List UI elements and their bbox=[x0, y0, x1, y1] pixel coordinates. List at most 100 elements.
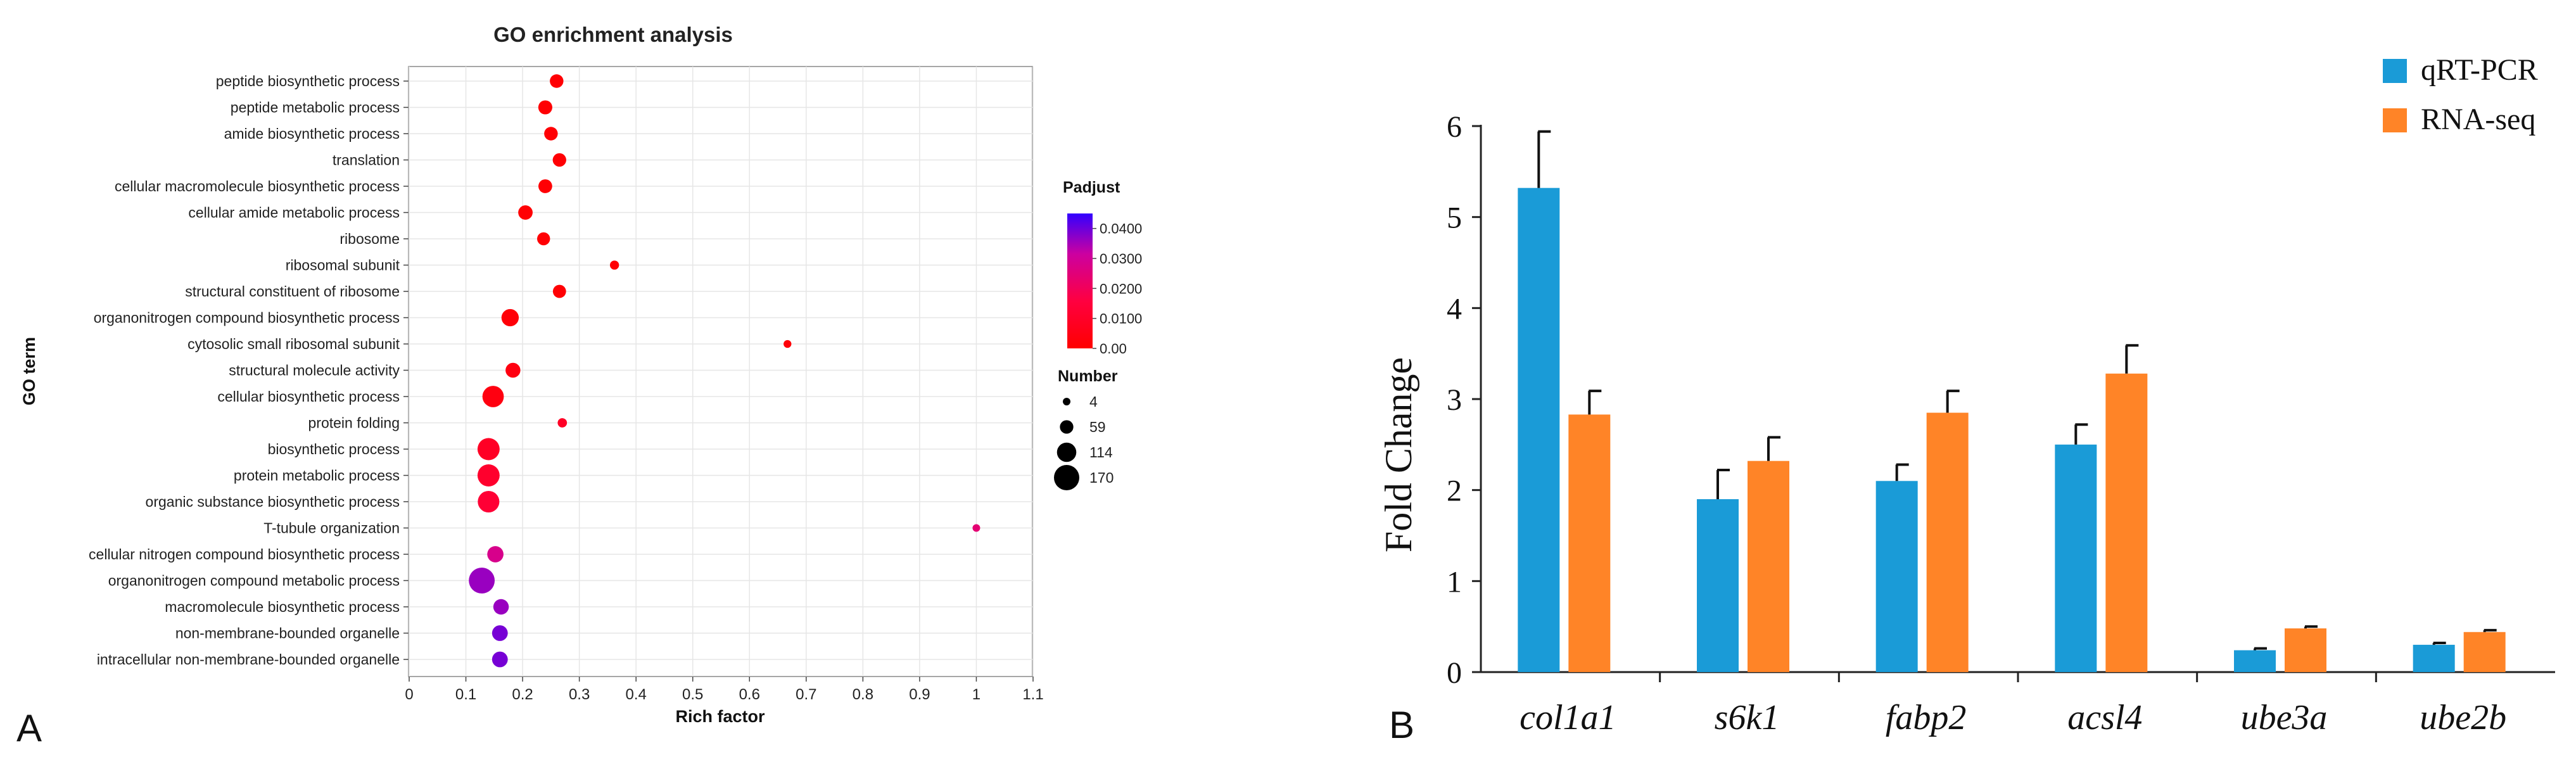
go-term-label: organic substance biosynthetic process bbox=[146, 493, 400, 510]
gene-x-axis: col1a1 s6k1 fabp2 acsl4 ube3a ube2b bbox=[1481, 671, 2555, 737]
legend-swatch-qrt-pcr bbox=[2383, 59, 2407, 83]
padjust-tick-label: 0.00 bbox=[1100, 341, 1127, 357]
go-x-axis-title: Rich factor bbox=[675, 707, 765, 726]
go-point bbox=[538, 100, 552, 115]
go-term-label: structural molecule activity bbox=[229, 362, 400, 379]
gene-label: ube2b bbox=[2420, 698, 2506, 737]
go-term-label: structural constituent of ribosome bbox=[185, 283, 400, 300]
go-x-tick-label: 0.2 bbox=[512, 686, 533, 703]
go-point bbox=[493, 599, 509, 615]
go-point bbox=[552, 153, 566, 167]
number-legend: Number 4 59 114 170 bbox=[1054, 367, 1118, 490]
go-point bbox=[537, 232, 550, 246]
fold-change-y-axis: 0 1 2 3 4 5 6 bbox=[1447, 110, 1482, 690]
go-term-label: organonitrogen compound biosynthetic pro… bbox=[94, 310, 400, 326]
number-legend-title: Number bbox=[1058, 367, 1118, 385]
legend-label-qrt-pcr: qRT-PCR bbox=[2421, 53, 2538, 87]
go-point bbox=[544, 127, 558, 141]
number-legend-items: 4 59 114 170 bbox=[1054, 393, 1114, 490]
padjust-legend: Padjust 0.0400 0.0300 0.0200 0.0100 0.00 bbox=[1063, 179, 1142, 357]
go-term-label: organonitrogen compound metabolic proces… bbox=[108, 573, 400, 589]
go-point bbox=[482, 386, 504, 407]
fold-change-y-tick-label: 6 bbox=[1447, 110, 1462, 144]
go-term-label: peptide metabolic process bbox=[231, 99, 400, 116]
fold-change-bars bbox=[1518, 130, 2506, 672]
number-legend-dot bbox=[1060, 420, 1074, 434]
go-x-tick-label: 0.5 bbox=[682, 686, 703, 703]
go-x-tick-label: 0.3 bbox=[569, 686, 590, 703]
bar-qrt-pcr bbox=[1518, 187, 1560, 672]
go-x-tick-label: 1 bbox=[972, 686, 980, 703]
go-points bbox=[469, 74, 980, 668]
go-term-label: cellular biosynthetic process bbox=[217, 388, 400, 405]
number-legend-dot bbox=[1056, 442, 1077, 462]
go-point bbox=[784, 340, 792, 348]
padjust-tick-label: 0.0300 bbox=[1100, 251, 1142, 267]
go-term-label: peptide biosynthetic process bbox=[216, 73, 400, 89]
go-x-tick-label: 0.6 bbox=[739, 686, 760, 703]
fold-change-legend: qRT-PCR RNA-seq bbox=[2383, 53, 2538, 136]
bar-rna-seq bbox=[1926, 412, 1969, 672]
go-point bbox=[477, 464, 500, 486]
go-chart-title: GO enrichment analysis bbox=[493, 23, 733, 46]
go-term-label: amide biosynthetic process bbox=[224, 125, 400, 142]
go-term-label: cellular macromolecule biosynthetic proc… bbox=[115, 178, 400, 194]
go-point bbox=[557, 418, 568, 428]
go-point bbox=[478, 490, 500, 513]
bar-rna-seq bbox=[2463, 632, 2506, 672]
gene-label: s6k1 bbox=[1715, 698, 1780, 737]
bar-rna-seq bbox=[2285, 628, 2326, 672]
number-legend-label: 4 bbox=[1089, 393, 1098, 410]
number-legend-label: 170 bbox=[1089, 469, 1114, 486]
go-term-label: protein metabolic process bbox=[234, 467, 400, 484]
number-legend-dot bbox=[1063, 398, 1070, 405]
go-point bbox=[538, 179, 552, 193]
bar-rna-seq bbox=[1568, 414, 1611, 672]
go-term-label: protein folding bbox=[308, 415, 400, 431]
padjust-ticks: 0.0400 0.0300 0.0200 0.0100 0.00 bbox=[1093, 221, 1142, 357]
go-x-tick-label: 0.7 bbox=[796, 686, 816, 703]
go-term-label: cellular nitrogen compound biosynthetic … bbox=[89, 546, 400, 562]
padjust-tick-label: 0.0100 bbox=[1100, 311, 1142, 327]
go-term-label: biosynthetic process bbox=[268, 441, 400, 457]
go-point bbox=[972, 524, 980, 532]
bar-rna-seq bbox=[1748, 461, 1789, 672]
go-grid bbox=[409, 67, 1034, 677]
go-term-label: non-membrane-bounded organelle bbox=[175, 625, 400, 642]
go-plot-area bbox=[408, 66, 1033, 677]
go-x-tick-label: 1.1 bbox=[1022, 686, 1043, 703]
go-term-label: ribosome bbox=[339, 231, 400, 247]
gene-label: ube3a bbox=[2241, 698, 2328, 737]
go-x-tick-label: 0.8 bbox=[853, 686, 873, 703]
go-point bbox=[552, 284, 566, 298]
padjust-colorbar bbox=[1067, 213, 1093, 348]
number-legend-label: 59 bbox=[1089, 419, 1106, 435]
fold-change-y-tick-label: 0 bbox=[1447, 656, 1462, 690]
bar-qrt-pcr bbox=[2055, 444, 2097, 672]
fold-change-y-tick-label: 4 bbox=[1447, 292, 1462, 326]
go-point bbox=[518, 205, 533, 220]
go-term-label: translation bbox=[333, 152, 400, 168]
go-term-label: T-tubule organization bbox=[263, 520, 400, 537]
go-x-tick-label: 0 bbox=[405, 686, 413, 703]
go-y-axis-title: GO term bbox=[20, 337, 39, 405]
go-term-label: intracellular non-membrane-bounded organ… bbox=[97, 651, 400, 668]
go-term-label: cellular amide metabolic process bbox=[188, 205, 400, 221]
legend-label-rna-seq: RNA-seq bbox=[2421, 103, 2535, 136]
go-x-tick-label: 0.9 bbox=[909, 686, 930, 703]
go-point bbox=[609, 260, 619, 270]
go-point bbox=[501, 308, 519, 327]
bar-qrt-pcr bbox=[1875, 481, 1918, 672]
bar-qrt-pcr bbox=[2234, 650, 2276, 672]
fold-change-y-tick-label: 2 bbox=[1447, 474, 1462, 508]
go-term-label: macromolecule biosynthetic process bbox=[165, 599, 400, 615]
padjust-tick-label: 0.0400 bbox=[1100, 221, 1142, 237]
number-legend-label: 114 bbox=[1089, 444, 1113, 461]
bar-rna-seq bbox=[2105, 373, 2148, 672]
bar-qrt-pcr bbox=[2413, 644, 2455, 672]
go-point bbox=[550, 74, 564, 88]
fold-change-y-axis-title: Fold Change bbox=[1378, 357, 1419, 552]
padjust-tick-label: 0.0200 bbox=[1100, 281, 1142, 296]
fold-change-y-tick-label: 3 bbox=[1447, 383, 1462, 417]
